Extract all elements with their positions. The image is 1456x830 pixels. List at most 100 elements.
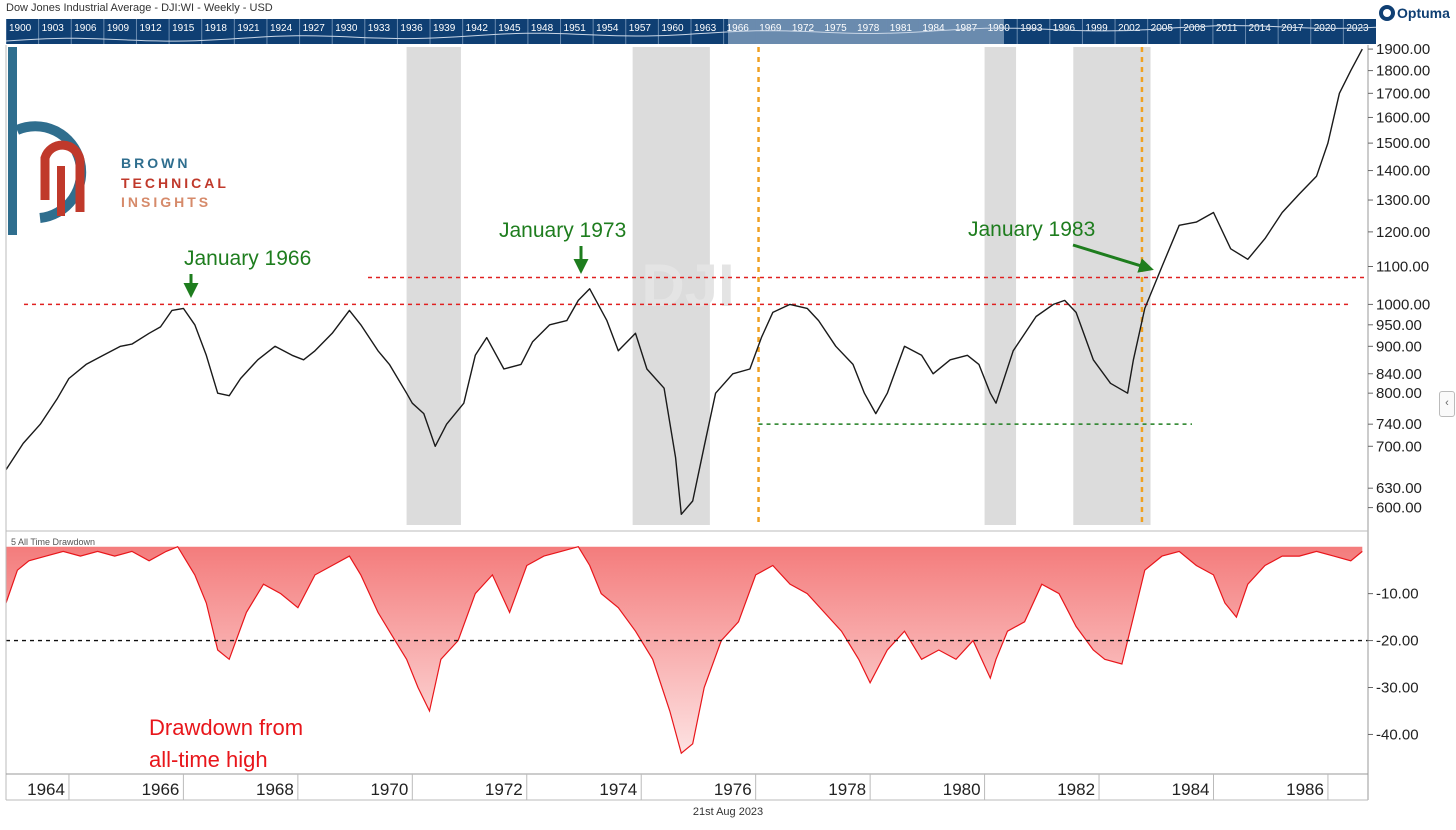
drawdown-area [6,546,1363,754]
date-axis-label: 1978 [828,780,866,799]
navigator-year-label: 1996 [1053,23,1076,34]
navigator-year-label: 1918 [205,23,228,34]
price-axis-label: 840.00 [1376,366,1422,383]
price-axis-label: 600.00 [1376,500,1422,517]
navigator-year-label: 1900 [9,23,32,34]
price-line [5,48,1363,515]
recession-band [406,47,461,525]
navigator-year-label: 1957 [629,23,652,34]
navigator-year-label: 2011 [1216,23,1238,34]
navigator-year-label: 1999 [1085,23,1108,34]
date-axis-label: 1986 [1286,780,1324,799]
navigator-year-label: 1945 [498,23,521,34]
price-axis-label: 900.00 [1376,338,1422,355]
navigator-year-label: 1972 [792,23,815,34]
navigator-year-label: 1984 [922,23,945,34]
footer-date: 21st Aug 2023 [692,806,764,818]
annotation-january-1983-arrow [1072,243,1154,273]
price-axis-label: 950.00 [1376,317,1422,334]
price-axis-label: 630.00 [1376,480,1422,497]
drawdown-axis-label: -30.00 [1376,680,1419,697]
drawdown-axis-label: -20.00 [1376,633,1419,650]
navigator-year-label: 1924 [270,23,293,34]
date-axis-label: 1974 [599,780,637,799]
navigator-year-label: 2002 [1118,23,1141,34]
date-axis-label: 1976 [714,780,752,799]
drawdown-indicator-title: 5 All Time Drawdown [11,537,96,547]
navigator-year-label: 1936 [400,23,423,34]
navigator-year-label: 1933 [368,23,391,34]
price-axis-label: 1300.00 [1376,192,1430,209]
date-axis-label: 1982 [1057,780,1095,799]
navigator-history-line [6,25,1376,42]
logo-r-stem [57,166,65,216]
navigator-year-label: 2017 [1281,23,1304,34]
navigator-year-label: 1906 [74,23,97,34]
price-axis-label: 800.00 [1376,385,1422,402]
recession-band [632,47,710,525]
logo-bar [8,47,17,235]
navigator-year-label: 1978 [857,23,880,34]
date-axis-label: 1970 [370,780,408,799]
navigator-year-label: 1963 [694,23,717,34]
drawdown-axis-label: -40.00 [1376,726,1419,743]
navigator-selection [728,19,1004,44]
brown-technical-insights-logo [8,47,87,235]
price-axis-label: 700.00 [1376,438,1422,455]
navigator-year-label: 2014 [1249,23,1272,34]
navigator-year-label: 1927 [303,23,326,34]
price-axis-label: 1400.00 [1376,163,1430,180]
date-axis-label: 1972 [485,780,523,799]
navigator-year-label: 1951 [564,23,587,34]
date-axis-label: 1964 [27,780,65,799]
navigator-year-label: 1930 [335,23,358,34]
price-axis-label: 1600.00 [1376,109,1430,126]
navigator-year-label: 1960 [661,23,684,34]
watermark: DJI [641,252,734,319]
navigator-year-label: 1948 [531,23,554,34]
date-axis-label: 1980 [943,780,981,799]
drawdown-line [5,545,1363,755]
date-axis-label: 1968 [256,780,294,799]
annotation-january-1966: January 1966 [184,247,311,270]
chart-area[interactable]: DJI January 1966 January 1973 January 1983… [0,0,1456,806]
date-axis-label: 1984 [1172,780,1210,799]
logo-text-technical: TECHNICAL [121,175,229,191]
date-axis-label: 1966 [142,780,180,799]
navigator-year-label: 1912 [139,23,162,34]
logo-text-insights: INSIGHTS [121,194,212,210]
drawdown-axis-label: -10.00 [1376,586,1419,603]
price-axis-label: 1200.00 [1376,224,1430,241]
chart-title: Dow Jones Industrial Average - DJI:WI - … [6,2,273,14]
price-axis-label: 1900.00 [1376,41,1430,58]
navigator-year-label: 1981 [890,23,913,34]
annotation-january-1983: January 1983 [968,218,1095,241]
logo-text-brown: BROWN [121,155,191,171]
price-axis-label: 740.00 [1376,416,1422,433]
navigator-year-label: 1939 [433,23,456,34]
price-axis-label: 1500.00 [1376,135,1430,152]
time-navigator[interactable]: 1900 1903 1906 1909 1912 1915 1918 1921 1924 1927… [6,19,1376,44]
navigator-year-label: 1954 [596,23,619,34]
recession-band [984,47,1017,525]
optuma-logo-text: Optuma [1397,5,1450,21]
navigator-year-label: 1975 [824,23,847,34]
logo-r-shape [40,140,85,212]
navigator-year-label: 1969 [759,23,782,34]
navigator-year-label: 1909 [107,23,130,34]
navigator-year-label: 1915 [172,23,195,34]
navigator-year-label: 1903 [42,23,65,34]
navigator-year-label: 1942 [466,23,489,34]
optuma-logo: Optuma [1379,5,1450,21]
recession-band [1073,47,1151,525]
price-axis-label: 1800.00 [1376,63,1430,80]
price-axis-label: 1100.00 [1376,258,1429,275]
drawdown-note: Drawdown from all-time high [149,715,304,772]
annotation-january-1973: January 1973 [499,219,626,242]
navigator-year-label: 1921 [237,23,260,34]
optuma-logo-inner [1383,9,1391,17]
navigator-year-label: 2008 [1183,23,1206,34]
collapse-panel-button[interactable]: ‹ [1439,391,1455,417]
navigator-year-label: 1966 [727,23,750,34]
price-axis-label: 1000.00 [1376,296,1430,313]
